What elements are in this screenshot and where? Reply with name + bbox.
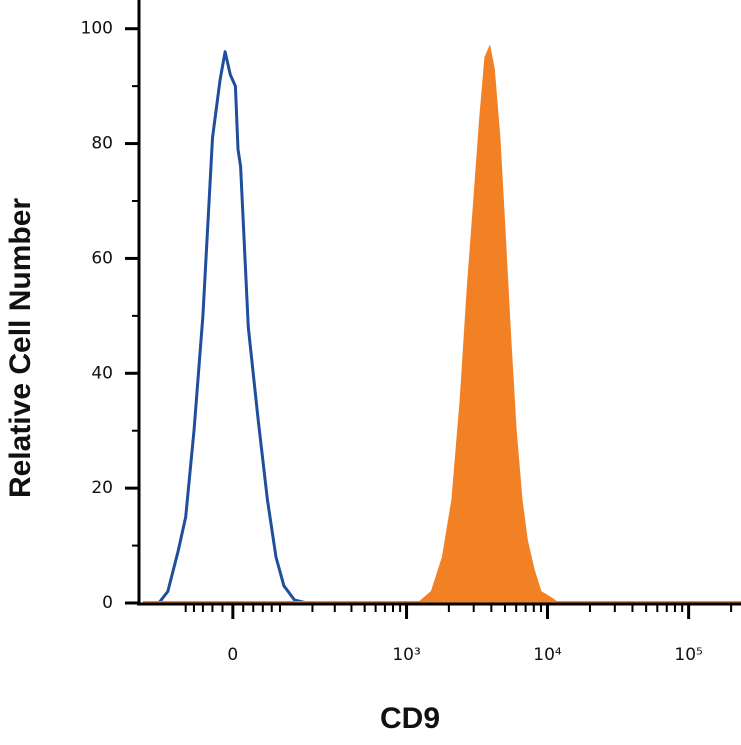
x-tick-label: 10³ (392, 645, 420, 665)
y-tick-label: 20 (91, 478, 113, 498)
x-tick-label: 0 (227, 645, 238, 665)
x-tick-label: 10⁵ (674, 645, 702, 665)
y-tick-label: 40 (91, 363, 113, 383)
y-axis-title: Relative Cell Number (4, 198, 37, 498)
x-axis-title: CD9 (380, 702, 440, 735)
y-tick-label: 0 (102, 593, 113, 613)
x-tick-label: 10⁴ (533, 645, 562, 665)
y-tick-label: 60 (91, 248, 113, 268)
y-tick-label: 100 (81, 19, 113, 39)
histogram-line (157, 50, 308, 605)
histogram-area (416, 44, 561, 604)
y-tick-label: 80 (91, 134, 113, 154)
